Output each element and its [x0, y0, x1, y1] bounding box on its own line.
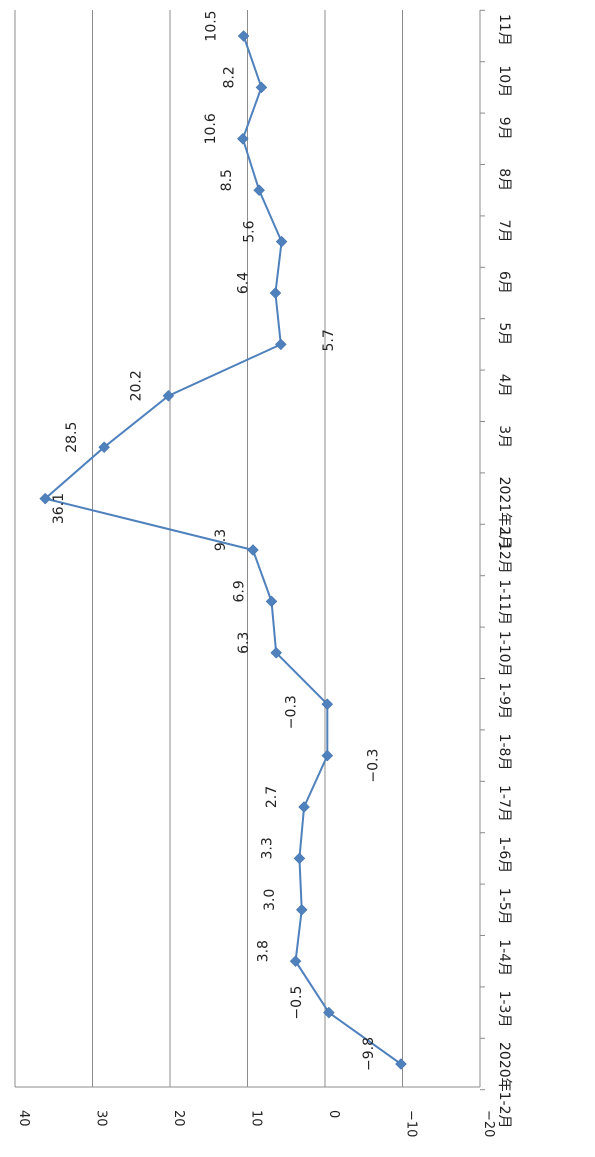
data-label: 9.3 — [213, 529, 229, 551]
category-label: 8月 — [496, 168, 512, 191]
data-point — [265, 595, 278, 608]
category-label: 1-5月 — [496, 888, 512, 925]
category-label: 3月 — [496, 425, 512, 448]
category-label: 1-9月 — [496, 682, 512, 719]
data-point — [253, 184, 265, 197]
data-point — [237, 30, 250, 42]
data-label: 2.7 — [264, 786, 280, 808]
category-label: 1-7月 — [496, 785, 512, 822]
data-point — [162, 389, 175, 402]
data-label: −0.3 — [283, 695, 299, 729]
category-label: 1-12月 — [496, 528, 512, 574]
value-tick-label: 20 — [171, 1110, 186, 1127]
data-point — [323, 1006, 335, 1019]
data-label: 10.5 — [204, 10, 220, 41]
category-label: 4月 — [496, 374, 512, 397]
category-label: 10月 — [496, 65, 512, 97]
data-label: −9.8 — [361, 1037, 377, 1071]
data-label: −0.3 — [365, 749, 381, 783]
category-label: 2021年2月 — [496, 477, 512, 550]
category-label: 5月 — [496, 322, 512, 345]
data-point — [321, 698, 334, 711]
category-label: 1-3月 — [496, 991, 512, 1028]
category-label: 1-10月 — [496, 631, 512, 677]
data-label: 3.8 — [256, 940, 272, 962]
data-label: 8.5 — [219, 169, 235, 191]
data-point — [321, 749, 334, 762]
category-label: 1-4月 — [496, 939, 512, 976]
data-label: 3.3 — [259, 837, 275, 859]
category-label: 1-6月 — [496, 836, 512, 873]
data-point — [274, 338, 287, 351]
data-point — [289, 955, 302, 968]
data-point — [255, 81, 268, 94]
value-tick-label: −20 — [481, 1110, 496, 1137]
data-point — [236, 132, 249, 145]
data-point — [275, 235, 288, 248]
data-point — [270, 646, 283, 659]
data-label: 5.7 — [321, 329, 337, 351]
data-label: 6.4 — [235, 272, 251, 294]
series-markers — [39, 30, 407, 1070]
data-point — [293, 852, 306, 865]
data-label: 6.9 — [232, 580, 248, 602]
data-label: 28.5 — [64, 422, 80, 453]
category-label: 2020年1-2月 — [496, 1042, 512, 1129]
data-label: 8.2 — [221, 66, 237, 88]
data-point — [98, 441, 110, 454]
data-labels: −9.8 −0.5 3.8 3.0 3.3 2.7 −0.3 −0.3 6.3 6.9 9.3 36.… — [51, 10, 381, 1071]
data-point — [395, 1058, 407, 1070]
category-axis-tick-labels: 2020年1-2月 1-3月 1-4月 1-5月 1-6月 1-7月 1-8月 1-9月 1-1… — [496, 14, 512, 1129]
value-tick-label: 30 — [94, 1110, 109, 1127]
value-tick-label: 40 — [16, 1110, 31, 1127]
value-tick-label: 10 — [249, 1110, 264, 1127]
category-label: 6月 — [496, 271, 512, 294]
axes — [14, 9, 485, 1091]
data-point — [39, 492, 52, 505]
data-point — [269, 287, 282, 299]
value-tick-label: −10 — [404, 1110, 419, 1137]
data-label: 20.2 — [128, 370, 144, 401]
value-axis-tick-labels: −20 −10 0 10 20 30 40 — [16, 1110, 496, 1137]
value-tick-label: 0 — [326, 1110, 341, 1118]
category-label: 7月 — [496, 220, 512, 243]
category-label: 1-11月 — [496, 579, 512, 625]
data-label: −0.5 — [289, 986, 305, 1020]
data-point — [295, 903, 308, 916]
data-label: 6.3 — [236, 632, 252, 654]
data-label: 3.0 — [262, 889, 278, 911]
data-label: 5.6 — [242, 220, 258, 242]
data-label: 10.6 — [203, 113, 219, 144]
category-label: 1-8月 — [496, 734, 512, 771]
category-label: 11月 — [496, 14, 512, 46]
data-point — [247, 544, 259, 556]
data-label: 36.1 — [51, 493, 67, 524]
category-label: 9月 — [496, 117, 512, 140]
data-point — [298, 801, 310, 813]
